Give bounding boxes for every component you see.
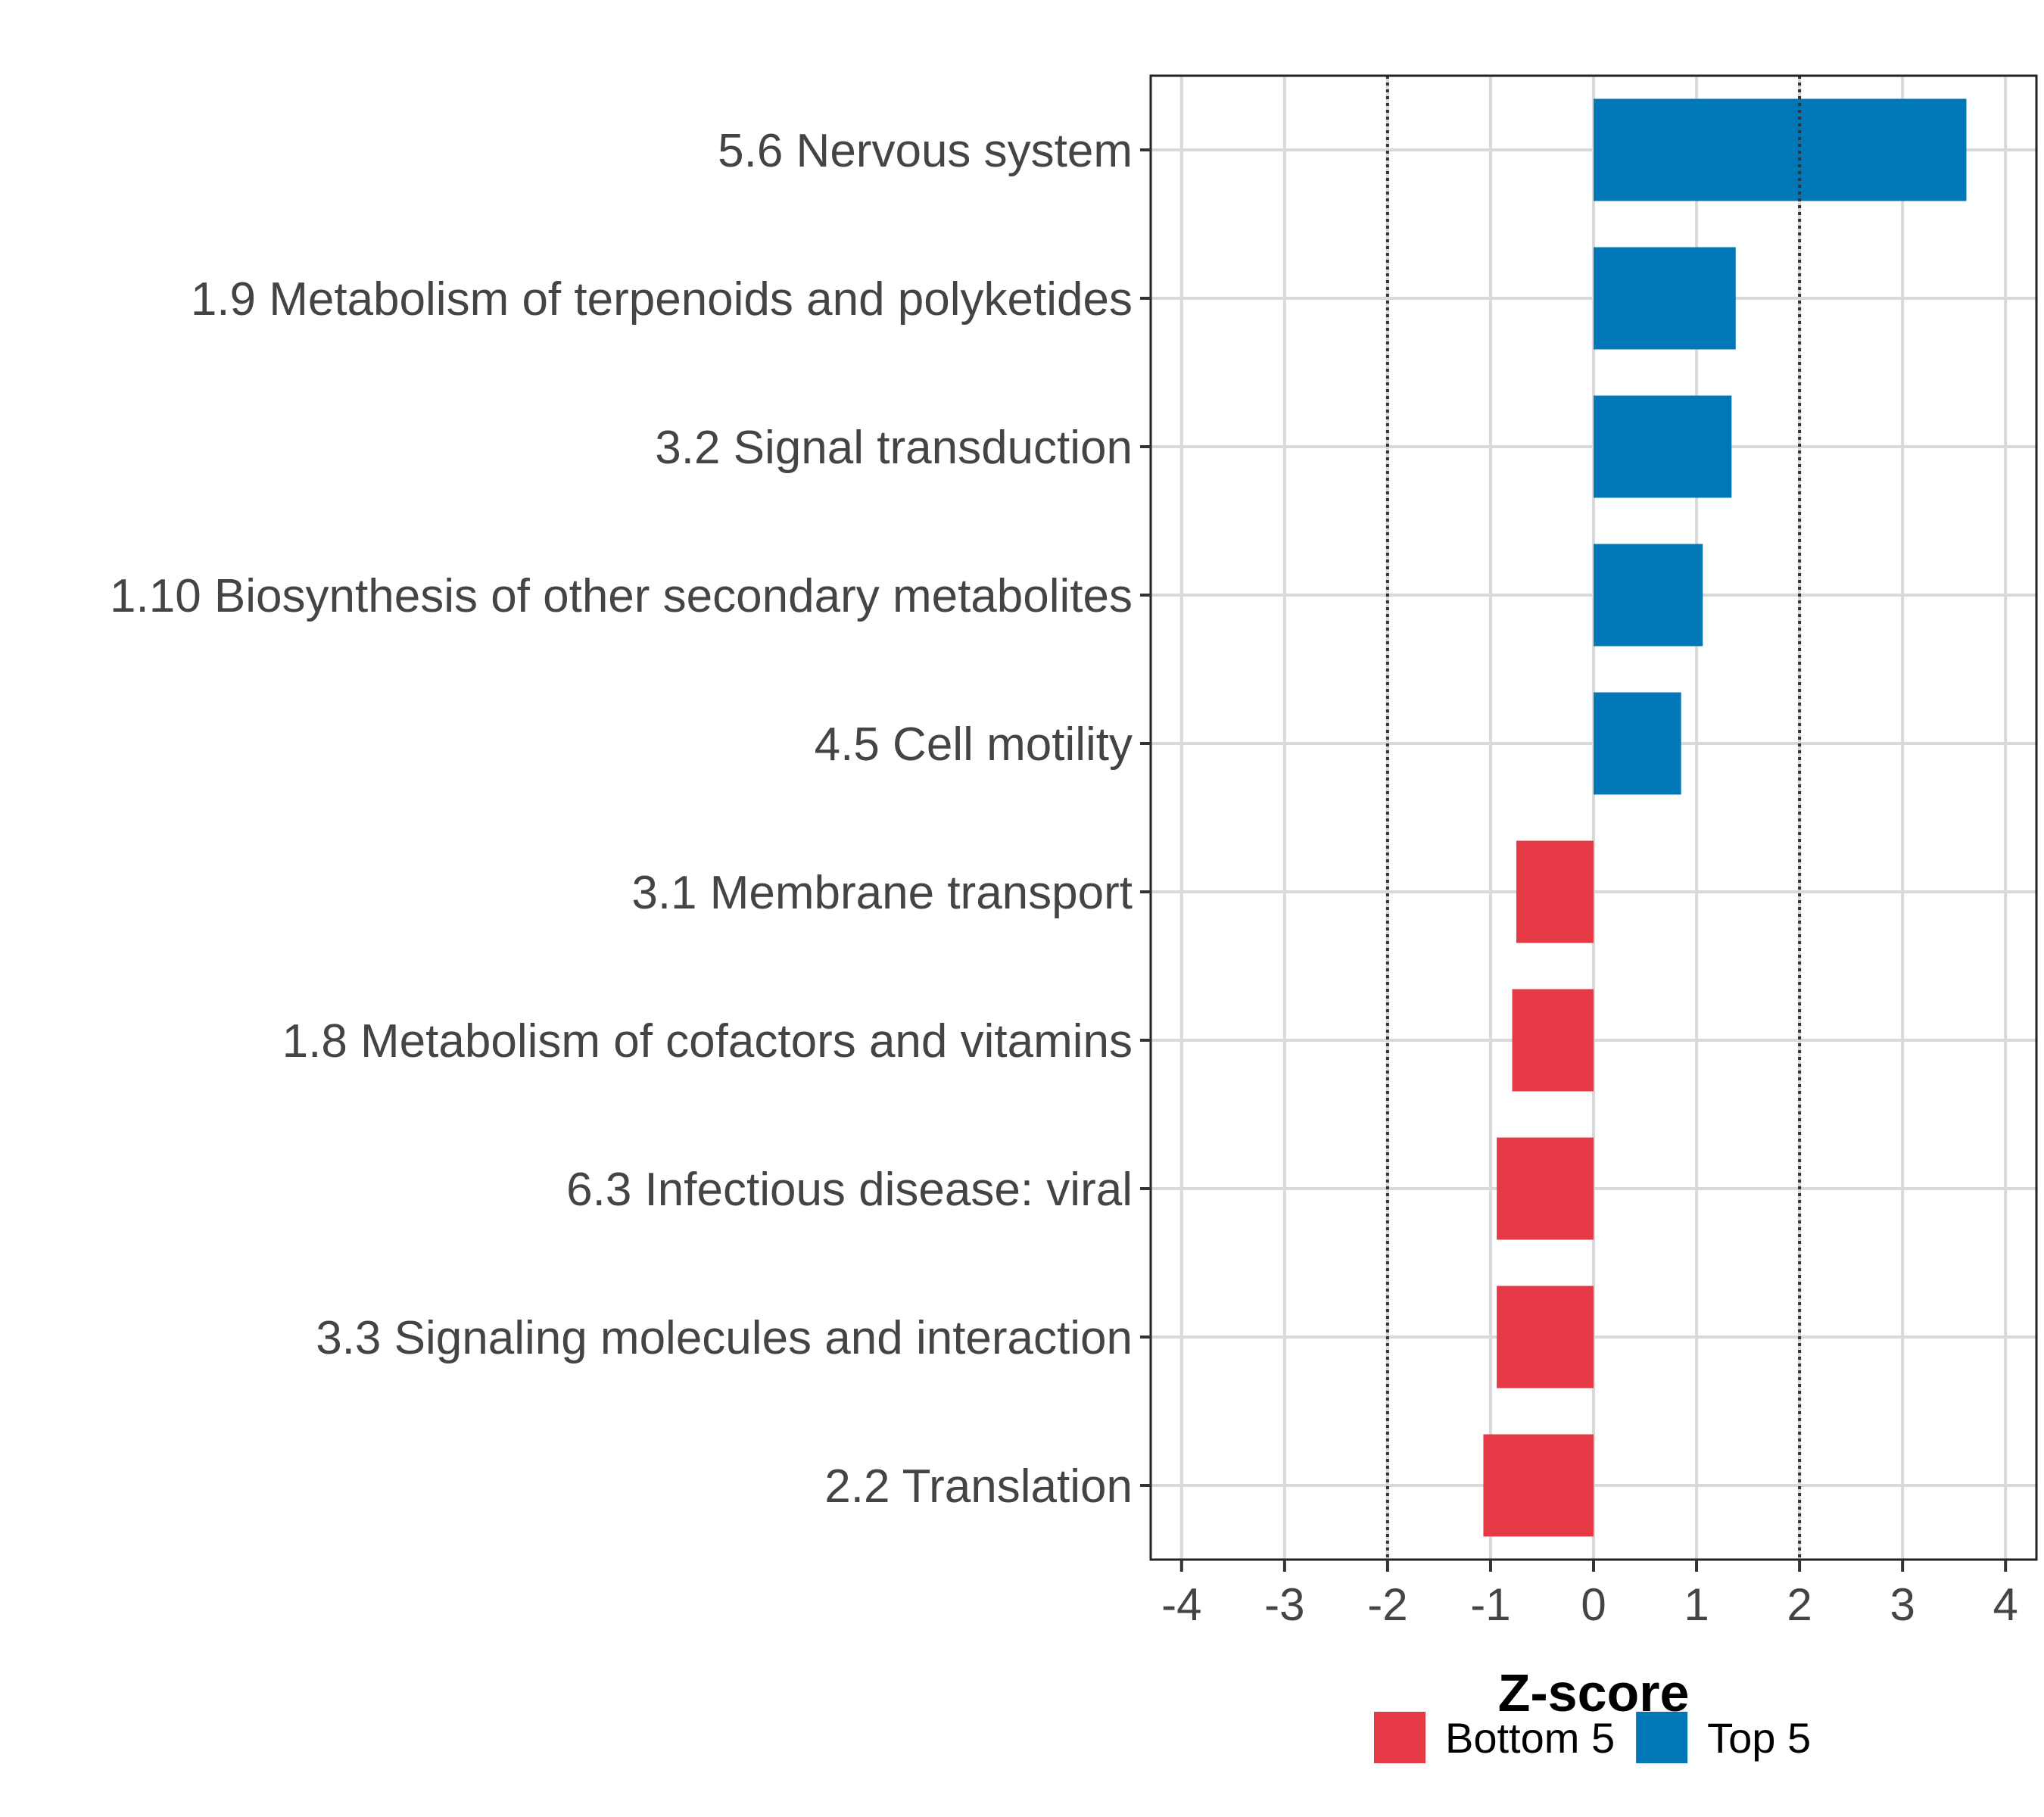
- x-tick-label: 0: [1581, 1579, 1606, 1630]
- x-tick-label: 4: [1993, 1579, 2018, 1630]
- bar: [1594, 544, 1703, 647]
- y-tick-label: 5.6 Nervous system: [718, 125, 1133, 177]
- legend-swatch: [1374, 1712, 1426, 1763]
- x-axis: -4 -3 -2 -1 0 1 2 3 4: [1161, 1560, 2018, 1630]
- legend-swatch: [1636, 1712, 1688, 1763]
- y-tick-label: 4.5 Cell motility: [815, 718, 1133, 771]
- y-tick-label: 1.9 Metabolism of terpenoids and polyket…: [191, 273, 1133, 326]
- y-tick-label: 2.2 Translation: [824, 1460, 1133, 1513]
- y-tick-label: 3.1 Membrane transport: [631, 867, 1133, 919]
- bar: [1594, 98, 1967, 201]
- bar: [1594, 395, 1732, 498]
- reference-lines: [1385, 76, 1802, 1560]
- y-tick-label: 1.8 Metabolism of cofactors and vitamins: [282, 1015, 1133, 1067]
- bar: [1483, 1434, 1594, 1537]
- bar: [1512, 989, 1594, 1092]
- bar: [1594, 247, 1736, 350]
- bar: [1516, 840, 1594, 943]
- bars: [1483, 98, 1967, 1537]
- x-tick-label: 3: [1890, 1579, 1915, 1630]
- x-tick-label: -4: [1161, 1579, 1201, 1630]
- legend-label: Top 5: [1707, 1714, 1811, 1762]
- bar: [1497, 1286, 1594, 1388]
- y-tick-label: 1.10 Biosynthesis of other secondary met…: [110, 570, 1133, 622]
- x-tick-label: 1: [1684, 1579, 1709, 1630]
- x-tick-label: -1: [1470, 1579, 1510, 1630]
- x-tick-label: -2: [1367, 1579, 1407, 1630]
- x-tick-label: 2: [1787, 1579, 1812, 1630]
- y-tick-label: 3.2 Signal transduction: [655, 422, 1133, 474]
- legend: Bottom 5 Top 5: [1374, 1712, 1811, 1763]
- legend-label: Bottom 5: [1445, 1714, 1615, 1762]
- bar: [1497, 1137, 1594, 1240]
- y-tick-label: 3.3 Signaling molecules and interaction: [316, 1312, 1133, 1364]
- x-tick-label: -3: [1264, 1579, 1304, 1630]
- y-tick-label: 6.3 Infectious disease: viral: [566, 1164, 1133, 1216]
- bar: [1594, 692, 1681, 795]
- y-axis: 5.6 Nervous system 1.9 Metabolism of terp…: [110, 125, 1151, 1513]
